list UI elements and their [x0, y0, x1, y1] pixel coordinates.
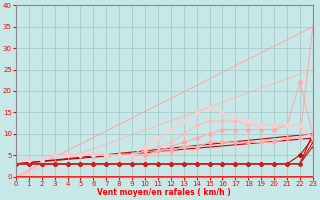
X-axis label: Vent moyen/en rafales ( km/h ): Vent moyen/en rafales ( km/h ): [98, 188, 231, 197]
